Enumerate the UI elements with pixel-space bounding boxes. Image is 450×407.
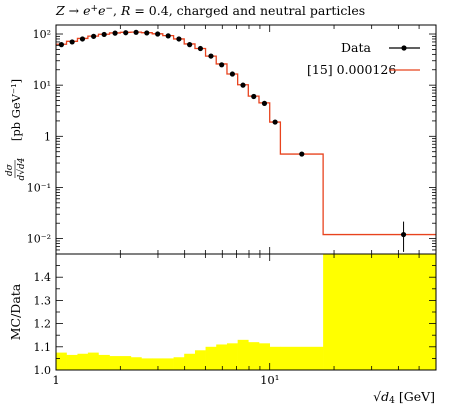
ratio-band-bin [323, 254, 437, 370]
data-point [261, 100, 268, 106]
ratio-band-bin [66, 354, 78, 370]
data-point [165, 33, 171, 39]
y-tick-label: 10⁻¹ [27, 181, 51, 194]
legend-label-mc: [15] 0.000126 [307, 62, 396, 77]
ratio-band-bin [237, 339, 249, 370]
legend-marker-data [401, 45, 407, 51]
y-tick-label: 1.2 [34, 318, 52, 331]
ratio-band-bin [248, 342, 260, 370]
data-point [240, 82, 246, 88]
ratio-band-bin [173, 357, 185, 370]
ratio-band-bin [109, 356, 121, 370]
data-point [251, 93, 257, 100]
y-axis-label-top: [pb GeV⁻¹] dσ d√d4 [5, 79, 27, 181]
ratio-band-bin [87, 352, 99, 370]
data-point [69, 39, 75, 45]
data-point [112, 30, 118, 36]
ratio-band-bin [56, 352, 67, 370]
data-point [79, 36, 86, 42]
x-tick-label: 10¹ [260, 373, 279, 387]
y-tick-label: 10² [33, 28, 51, 41]
ratio-band-bin [77, 353, 89, 370]
data-point [187, 42, 193, 48]
main-panel: 10⁻² 10⁻¹ 1 10¹ 10² [27, 24, 437, 255]
y-tick-label: 10¹ [33, 79, 51, 92]
data-point [208, 53, 214, 59]
ratio-band-bin [141, 358, 153, 370]
data-point [144, 30, 150, 36]
data-point [400, 231, 407, 238]
svg-text:d√d4: d√d4 [16, 157, 27, 180]
x-axis-label: √d4 [GeV] [373, 389, 435, 406]
data-point [58, 42, 65, 48]
ratio-band-bin [98, 354, 110, 370]
y-axis-label-ratio: MC/Data [8, 283, 23, 340]
x-tick-label: 1 [52, 373, 59, 387]
ratio-band-bin [184, 353, 196, 370]
y-tick-label: 1.0 [34, 364, 52, 377]
ratio-band-bin [226, 343, 238, 370]
y-tick-label: 1 [44, 130, 51, 143]
ratio-band-bin [130, 357, 142, 370]
ratio-band-bin [280, 346, 324, 370]
legend-label-data: Data [341, 40, 371, 55]
y-tick-label: 1.4 [34, 271, 52, 284]
chart-title: Z → e+e−, R = 0.4, charged and neutral p… [55, 3, 365, 18]
ratio-band-bin [258, 343, 271, 370]
ratio-panel: 1 10¹ 1.0 1.1 1.2 1.3 1.4 [34, 253, 437, 387]
y-tick-label: 10⁻² [27, 233, 51, 246]
data-point [176, 36, 182, 42]
y-tick-label: 1.1 [34, 341, 52, 354]
data-point [123, 30, 129, 36]
legend: Data [15] 0.000126 [307, 40, 420, 77]
ratio-band-bin [216, 344, 228, 370]
svg-text:[pb GeV⁻¹]: [pb GeV⁻¹] [9, 79, 23, 141]
data-point [272, 119, 278, 125]
y-tick-label: 1.3 [34, 294, 52, 307]
data-point [91, 33, 97, 39]
ratio-band-bin [269, 346, 281, 370]
data-point [133, 29, 139, 35]
ratio-band-bin [162, 358, 174, 370]
data-point [219, 62, 225, 68]
data-point [155, 31, 161, 37]
ratio-band-bin [205, 346, 217, 370]
ratio-band-bin [120, 356, 132, 370]
svg-text:dσ: dσ [5, 163, 15, 176]
data-point [299, 151, 305, 157]
data-point [101, 31, 107, 38]
ratio-band-bin [194, 350, 206, 370]
main-panel-frame [55, 24, 437, 255]
data-point [229, 71, 235, 77]
data-point [197, 45, 204, 52]
ratio-band-bin [152, 358, 164, 370]
